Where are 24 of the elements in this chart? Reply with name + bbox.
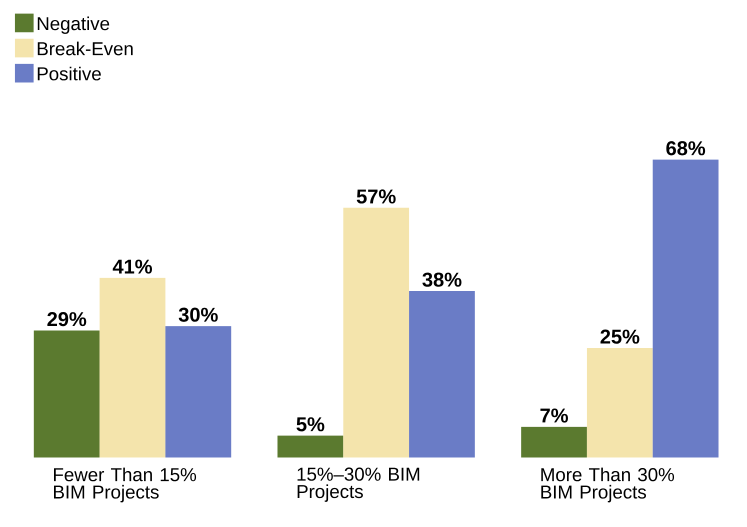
x-tick-label: More Than 30% BIM Projects <box>541 468 674 502</box>
data-label: 41% <box>112 260 152 274</box>
bar <box>165 326 232 458</box>
data-label: 25% <box>600 330 640 344</box>
bar <box>586 348 653 458</box>
bar <box>34 330 100 458</box>
x-tick-label: 15%–30% BIM Projects <box>298 468 420 502</box>
data-label: 68% <box>666 141 706 156</box>
data-label: 57% <box>356 189 396 204</box>
bar <box>100 278 166 458</box>
x-tick-label: Fewer Than 15% BIM Projects <box>54 468 196 502</box>
data-label: 7% <box>540 408 568 423</box>
bar <box>343 208 410 458</box>
legend-label: Positive <box>38 66 101 80</box>
bar <box>521 426 587 458</box>
data-label: 29% <box>47 312 86 326</box>
data-label: 38% <box>422 272 462 287</box>
bar <box>652 160 719 458</box>
legend-label: Break-Even <box>38 42 133 56</box>
legend-label: Negative <box>38 16 110 34</box>
bar <box>409 291 475 458</box>
data-label: 5% <box>296 417 324 432</box>
data-label: 30% <box>178 308 218 322</box>
bar <box>277 436 344 458</box>
